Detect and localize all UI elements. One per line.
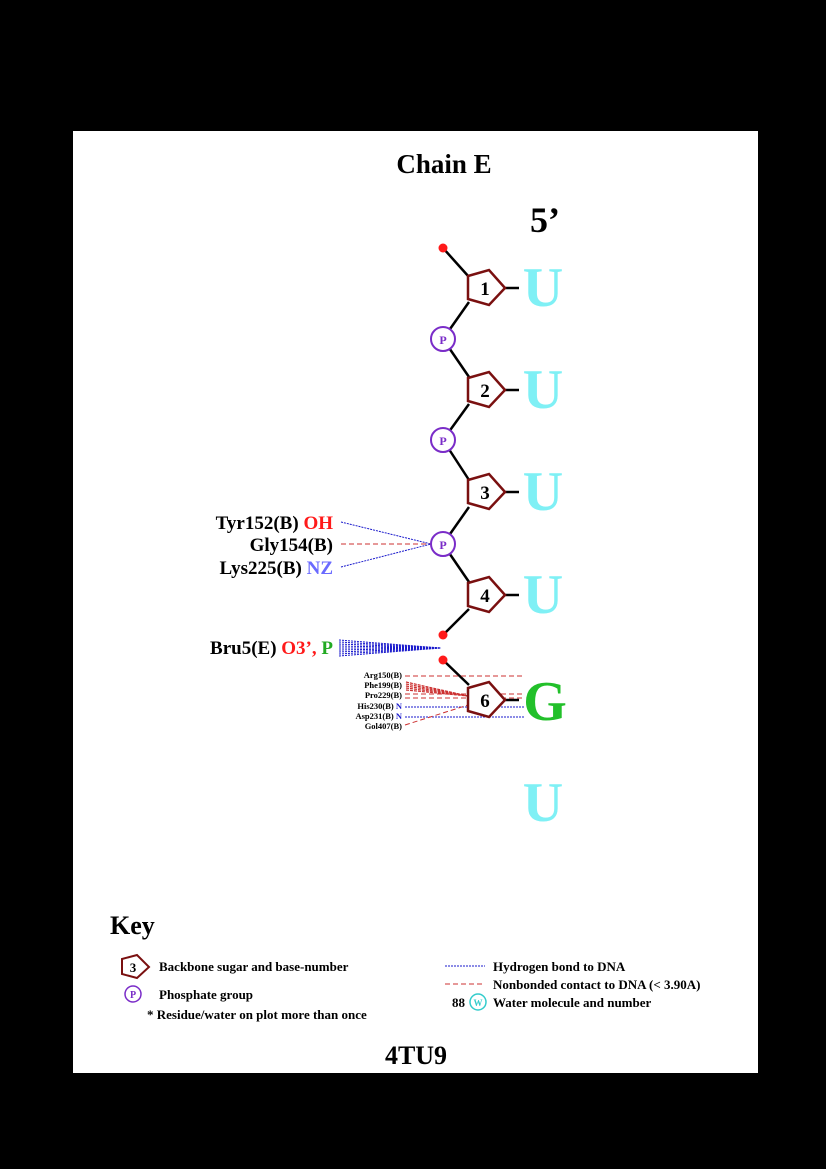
terminal-oxygen-dot <box>438 630 448 640</box>
svg-text:P: P <box>439 333 446 347</box>
base-extra: U <box>523 772 563 834</box>
svg-text:W: W <box>474 998 483 1008</box>
svg-text:2: 2 <box>480 381 490 402</box>
contact-asp231: Asp231(B) N <box>355 711 402 721</box>
key-sugar-icon: 3 <box>121 953 151 980</box>
key-water-number: 88 <box>452 995 466 1010</box>
bru5-hbond-fan <box>338 639 442 657</box>
sugar-4: 4 <box>466 575 507 614</box>
contact-gol407: Gol407(B) <box>365 721 402 731</box>
sugar-1: 1 <box>466 268 507 307</box>
s6-contact-labels: Arg150(B) Phe199(B) Pro229(B) His230(B) … <box>355 670 402 731</box>
svg-text:3: 3 <box>130 960 137 975</box>
key-multi-label: * Residue/water on plot more than once <box>147 1007 367 1022</box>
svg-text:3: 3 <box>480 483 490 504</box>
nucleotide-contact-plot: Chain E 5’ <box>110 149 700 1070</box>
sugar-3: 3 <box>466 472 507 511</box>
key-sugar-label: Backbone sugar and base-number <box>159 959 349 974</box>
s6-contact-lines <box>404 675 525 726</box>
contact-his230: His230(B) N <box>357 701 403 711</box>
diagram-sheet: Chain E 5’ <box>73 131 758 1073</box>
key-nonbond-label: Nonbonded contact to DNA (< 3.90A) <box>493 977 700 992</box>
phosphate-p2: P <box>430 427 456 453</box>
base-6: G <box>523 671 567 733</box>
base-3: U <box>523 461 563 523</box>
svg-text:6: 6 <box>480 691 490 712</box>
key-hbond-label: Hydrogen bond to DNA <box>493 959 626 974</box>
phosphate-p3: P <box>430 531 456 557</box>
contact-pro229: Pro229(B) <box>365 690 402 700</box>
key-water-icon: W <box>469 993 487 1011</box>
svg-text:4: 4 <box>480 586 490 607</box>
contact-tyr152: Tyr152(B) OH <box>216 513 334 534</box>
contact-arg150: Arg150(B) <box>364 670 402 680</box>
svg-text:P: P <box>130 990 136 1001</box>
backbone <box>441 247 519 702</box>
p3-contact-lines <box>340 521 432 568</box>
sugar-6: 6 <box>466 680 507 719</box>
terminal-oxygen-dot <box>438 243 448 253</box>
terminal-oxygen-dot <box>438 655 448 665</box>
svg-text:P: P <box>439 538 446 552</box>
base-2: U <box>523 359 563 421</box>
contact-phe199: Phe199(B) <box>364 680 402 690</box>
key-phosphate-label: Phosphate group <box>159 987 253 1002</box>
base-4: U <box>523 564 563 626</box>
structure-id: 4TU9 <box>385 1041 447 1070</box>
svg-text:1: 1 <box>480 279 490 300</box>
key-title: Key <box>110 911 155 940</box>
contact-gly154: Gly154(B) <box>250 535 333 556</box>
key-phosphate-icon: P <box>124 985 142 1003</box>
phosphate-p1: P <box>430 326 456 352</box>
sugar-2: 2 <box>466 370 507 409</box>
key-water-label: Water molecule and number <box>493 995 652 1010</box>
svg-text:P: P <box>439 434 446 448</box>
five-prime-label: 5’ <box>530 200 560 240</box>
contact-bru5: Bru5(E) O3’, P <box>210 638 333 659</box>
chain-title: Chain E <box>396 149 491 179</box>
base-1: U <box>523 257 563 319</box>
contact-lys225: Lys225(B) NZ <box>219 558 333 579</box>
